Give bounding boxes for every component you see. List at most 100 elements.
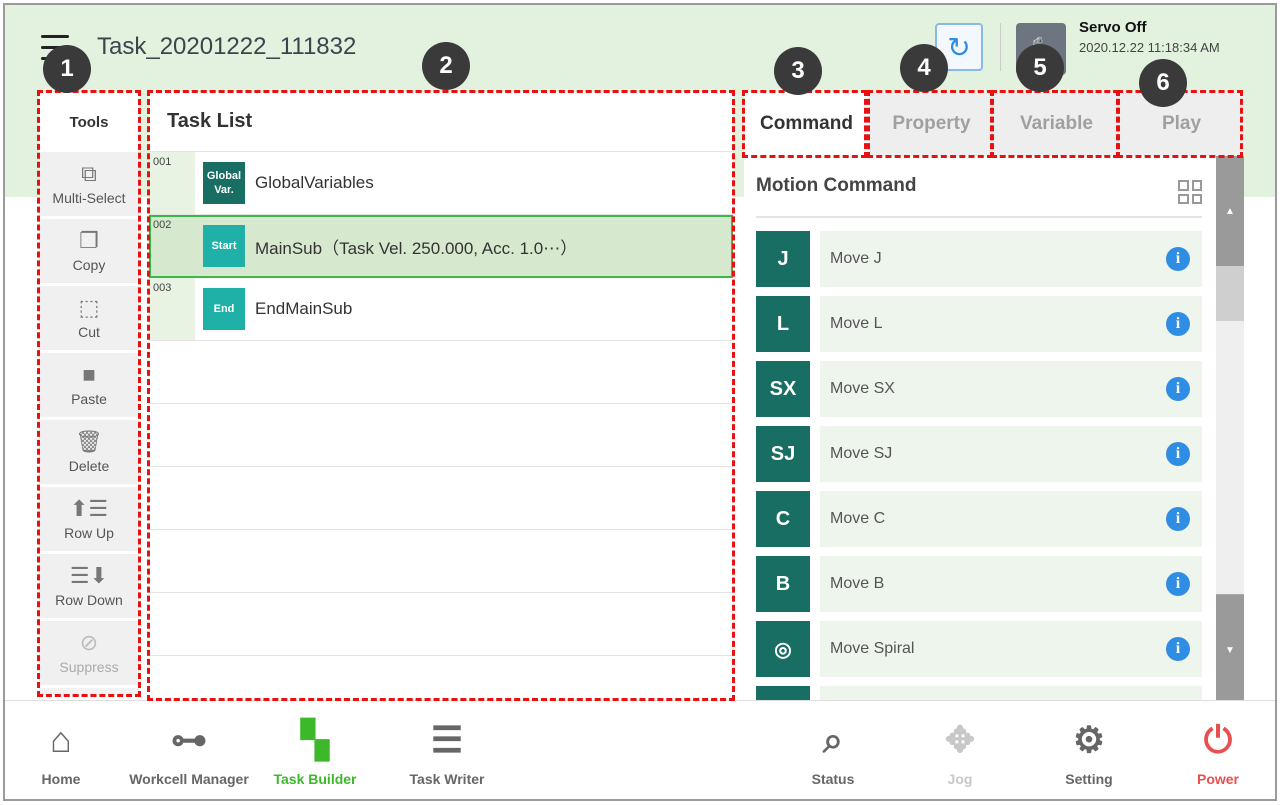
task-builder-icon: ▚ [301,719,329,760]
nav-label: Setting [1065,771,1113,787]
tool-delete-button[interactable]: 🗑 Delete [39,420,139,487]
motion-command-title: Motion Command [756,156,1202,218]
command-icon: SX [756,361,810,417]
nav-status[interactable]: ⌕ Status [812,715,855,787]
nav-workcell-manager[interactable]: ⊶ Workcell Manager [129,715,249,787]
task-label: MainSub（Task Vel. 250.000, Acc. 1.0⋯） [255,238,578,258]
tool-paste-button[interactable]: ■ Paste [39,353,139,420]
command-icon: L [756,296,810,352]
command-item[interactable]: B Move B i [756,556,1202,612]
tool-label: Paste [71,391,107,407]
nav-jog[interactable]: ✥ Jog [945,715,975,787]
tab-variable[interactable]: Variable [1020,113,1093,134]
block-icon: Global Var. [203,162,245,204]
nav-label: Status [811,771,855,787]
info-icon[interactable]: i [1166,637,1190,661]
info-icon[interactable]: i [1166,377,1190,401]
status-icon: ⌕ [822,719,844,760]
command-item[interactable]: ◎ Move Spiral i [756,621,1202,677]
command-label: Move J [830,250,882,267]
command-icon: SJ [756,426,810,482]
tab-bar: Command Property Variable Play [744,92,1244,156]
task-list-title: Task List [149,92,733,152]
refresh-icon[interactable]: ↻ [935,23,983,71]
nav-power[interactable]: ⏻ Power [1197,715,1239,787]
tools-panel: Tools ⧉ Multi-Select ❐ Copy ⬚ Cut ■ Paste 🗑 Delet… [39,92,139,695]
row-number: 002 [153,219,172,231]
empty-row[interactable] [149,530,733,593]
empty-row[interactable] [149,593,733,656]
jog-icon: ✥ [944,719,976,760]
callout-badge-3: 3 [774,47,822,95]
scroll-down-button[interactable]: ▼ [1216,595,1244,705]
tool-row-up-button[interactable]: ⬆☰ Row Up [39,487,139,554]
row-number: 001 [153,156,172,168]
tool-label: Suppress [59,659,119,675]
info-icon[interactable]: i [1166,442,1190,466]
callout-badge-4: 4 [900,44,948,92]
tab-command[interactable]: Command [744,92,869,156]
nav-task-builder[interactable]: ▚ Task Builder [274,715,357,787]
command-label: Move B [830,575,885,592]
task-writer-icon: ☰ [430,719,464,760]
tool-row-down-button[interactable]: ☰⬇ Row Down [39,554,139,621]
tool-multi-select-button[interactable]: ⧉ Multi-Select [39,152,139,219]
nav-setting[interactable]: ⚙ Setting [1065,715,1112,787]
command-icon: B [756,556,810,612]
tool-label: Row Down [55,592,123,608]
task-row[interactable]: 002 Start MainSub（Task Vel. 250.000, Acc. … [149,215,733,278]
home-icon: ⌂ [50,719,72,760]
tool-cut-button[interactable]: ⬚ Cut [39,286,139,353]
paste-icon: ■ [82,362,96,387]
task-row[interactable]: 003 End EndMainSub [149,278,733,341]
grid-view-icon[interactable] [1178,180,1202,204]
tool-copy-button[interactable]: ❐ Copy [39,219,139,286]
info-icon[interactable]: i [1166,247,1190,271]
nav-label: Jog [947,771,973,787]
command-item[interactable]: L Move L i [756,296,1202,352]
workcell-icon: ⊶ [171,719,207,760]
info-icon[interactable]: i [1166,507,1190,531]
info-icon[interactable]: i [1166,572,1190,596]
info-icon[interactable]: i [1166,312,1190,336]
app-window: Task_20201222_111832 ↻ 🦾 Servo Off 2020.… [3,3,1277,801]
command-item[interactable]: C Move C i [756,491,1202,547]
tool-label: Copy [72,257,106,273]
scroll-thumb[interactable] [1216,266,1244,321]
section-title: Motion Command [756,175,917,196]
nav-home[interactable]: ⌂ Home [42,715,81,787]
cut-icon: ⬚ [78,295,100,320]
empty-row[interactable] [149,341,733,404]
multi-select-icon: ⧉ [81,161,97,186]
command-panel: Motion Command J Move J i L Move L i SX Move SX… [744,156,1216,705]
bottom-nav: ⌂ Home ⊶ Workcell Manager ▚ Task Builder ☰ Task… [5,700,1275,799]
command-item[interactable]: SX Move SX i [756,361,1202,417]
scrollbar[interactable]: ▲ ▼ [1216,156,1244,705]
servo-status: Servo Off [1079,19,1147,36]
command-item[interactable]: SJ Move SJ i [756,426,1202,482]
empty-row[interactable] [149,404,733,467]
command-icon: ◎ [756,621,810,677]
empty-row[interactable] [149,467,733,530]
task-list-panel: Task List 001 Global Var. GlobalVariables 0… [149,92,733,719]
page-title: Task_20201222_111832 [97,33,357,60]
datetime: 2020.12.22 11:18:34 AM [1079,40,1220,55]
command-item[interactable]: J Move J i [756,231,1202,287]
command-label: Move C [830,510,886,527]
scroll-up-button[interactable]: ▲ [1216,156,1244,266]
task-row[interactable]: 001 Global Var. GlobalVariables [149,152,733,215]
tool-label: Cut [78,324,100,340]
block-icon: End [203,288,245,330]
row-down-icon: ☰⬇ [69,563,109,588]
tool-label: Multi-Select [52,190,126,206]
callout-badge-2: 2 [422,42,470,90]
nav-task-writer[interactable]: ☰ Task Writer [410,715,485,787]
tab-play[interactable]: Play [1161,113,1202,134]
callout-badge-5: 5 [1016,44,1064,92]
command-label: Move L [830,315,883,332]
tab-property[interactable]: Property [892,113,971,134]
tool-suppress-button[interactable]: ⊘ Suppress [39,621,139,688]
copy-icon: ❐ [79,228,99,253]
suppress-icon: ⊘ [79,630,99,655]
command-label: Move Spiral [830,640,915,657]
